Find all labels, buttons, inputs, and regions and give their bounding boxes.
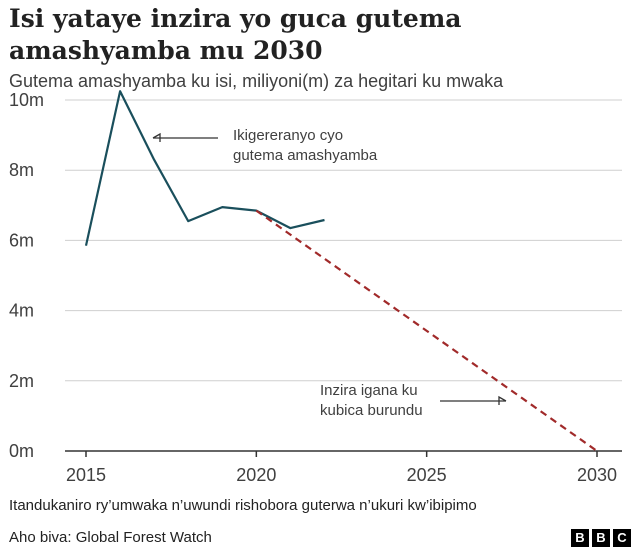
bbc-logo: B B C [571,529,631,547]
annotations: Ikigereranyo cyo gutema amashyamba Inzira … [152,127,507,419]
footnote: Itandukaniro ry’umwaka n’uwundi rishobor… [9,497,477,514]
y-axis-labels: 0m 2m 4m 6m 8m 10m [9,90,44,461]
y-tick-label: 4m [9,301,34,321]
y-tick-label: 6m [9,230,34,250]
y-tick-label: 0m [9,441,34,461]
x-tick-label: 2030 [577,465,617,485]
x-tick-label: 2020 [236,465,276,485]
logo-block: B [571,529,589,547]
series [84,90,598,452]
annotation-text: Ikigereranyo cyo [233,127,343,144]
chart-title: Isi yataye inzira yo guca gutema amashya… [9,4,462,65]
annotation-text: kubica burundu [320,402,423,419]
target-path-line [255,209,598,452]
annotation-text: gutema amashyamba [233,147,378,164]
annotation-arrowhead [498,395,507,405]
x-tick-label: 2015 [66,465,106,485]
y-tick-label: 2m [9,371,34,391]
source-credit: Aho biva: Global Forest Watch [9,529,212,546]
chart-subtitle: Gutema amashyamba ku isi, miliyoni(m) za… [9,71,504,91]
annotation-text: Inzira igana ku [320,382,418,399]
y-tick-label: 10m [9,90,44,110]
logo-block: B [592,529,610,547]
x-axis: 2015 2020 2025 2030 [65,450,622,485]
x-tick-label: 2025 [407,465,447,485]
y-tick-label: 8m [9,160,34,180]
gridlines [65,99,622,382]
annotation-arrowhead [152,132,161,142]
logo-block: C [613,529,631,547]
deforestation-line [84,90,325,246]
